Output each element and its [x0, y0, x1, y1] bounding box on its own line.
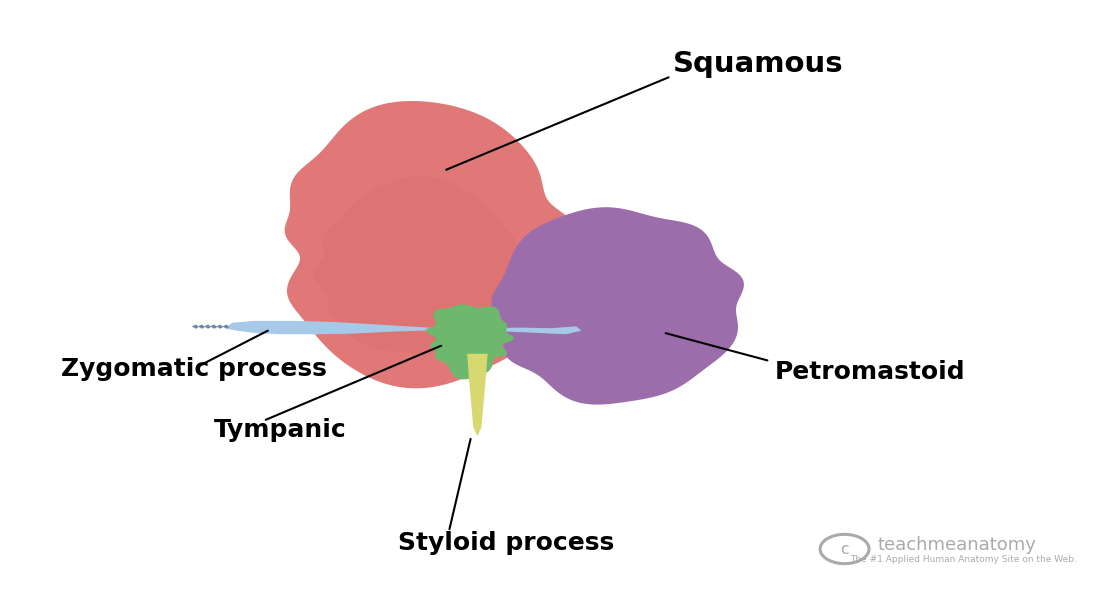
Polygon shape	[285, 101, 574, 389]
Polygon shape	[491, 207, 744, 404]
Text: teachmeanatomy: teachmeanatomy	[878, 536, 1036, 554]
Polygon shape	[216, 325, 223, 329]
Text: Tympanic: Tympanic	[214, 418, 347, 442]
Text: Zygomatic process: Zygomatic process	[61, 357, 327, 381]
Polygon shape	[222, 325, 230, 329]
Text: The #1 Applied Human Anatomy Site on the Web.: The #1 Applied Human Anatomy Site on the…	[850, 555, 1076, 564]
Polygon shape	[426, 304, 513, 379]
Text: Squamous: Squamous	[673, 50, 843, 78]
Polygon shape	[198, 325, 205, 329]
Polygon shape	[204, 325, 211, 329]
Polygon shape	[210, 325, 217, 329]
Text: c: c	[840, 542, 849, 556]
Text: Petromastoid: Petromastoid	[775, 360, 966, 384]
Text: Styloid process: Styloid process	[397, 531, 614, 555]
Polygon shape	[467, 354, 488, 436]
Polygon shape	[226, 321, 582, 334]
Polygon shape	[192, 325, 199, 329]
Polygon shape	[314, 176, 520, 354]
